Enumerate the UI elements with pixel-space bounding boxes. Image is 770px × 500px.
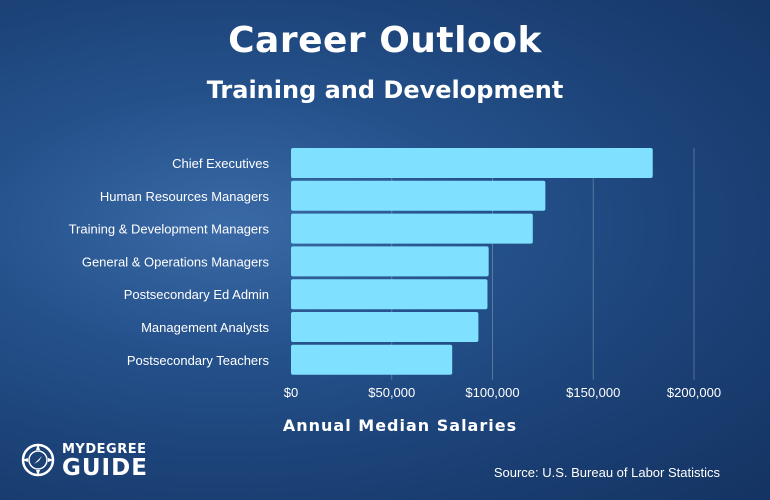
bars <box>291 148 653 375</box>
source-note: Source: U.S. Bureau of Labor Statistics <box>493 465 720 480</box>
bar <box>291 180 546 211</box>
x-tick-label: $50,000 <box>368 385 415 400</box>
bar <box>291 312 479 342</box>
category-label: Postsecondary Ed Admin <box>124 287 269 302</box>
logo: MYDEGREE GUIDE <box>20 440 160 484</box>
x-tick-labels: $0 $50,000 $100,000 $150,000 $200,000 <box>284 385 721 400</box>
bar <box>291 246 489 277</box>
category-labels: Chief Executives Human Resources Managers… <box>69 156 270 368</box>
bar <box>291 344 453 375</box>
x-tick-label: $100,000 <box>465 385 519 400</box>
category-label: Human Resources Managers <box>100 189 270 204</box>
chart-subtitle: Training and Development <box>206 76 564 104</box>
compass-logo-icon <box>21 443 55 477</box>
x-tick-label: $0 <box>284 385 298 400</box>
bar <box>291 213 533 244</box>
chart-title: Career Outlook <box>228 20 542 61</box>
x-tick-label: $200,000 <box>667 385 721 400</box>
logo-text-bottom: GUIDE <box>62 455 148 481</box>
category-label: General & Operations Managers <box>82 254 270 269</box>
x-axis-label: Annual Median Salaries <box>282 416 518 435</box>
bar <box>291 148 653 178</box>
logo-text-top: MYDEGREE <box>62 442 147 457</box>
category-label: Management Analysts <box>141 320 269 335</box>
bar <box>291 279 488 310</box>
category-label: Postsecondary Teachers <box>127 353 270 368</box>
category-label: Chief Executives <box>172 156 269 171</box>
category-label: Training & Development Managers <box>69 222 270 237</box>
x-tick-label: $150,000 <box>566 385 620 400</box>
